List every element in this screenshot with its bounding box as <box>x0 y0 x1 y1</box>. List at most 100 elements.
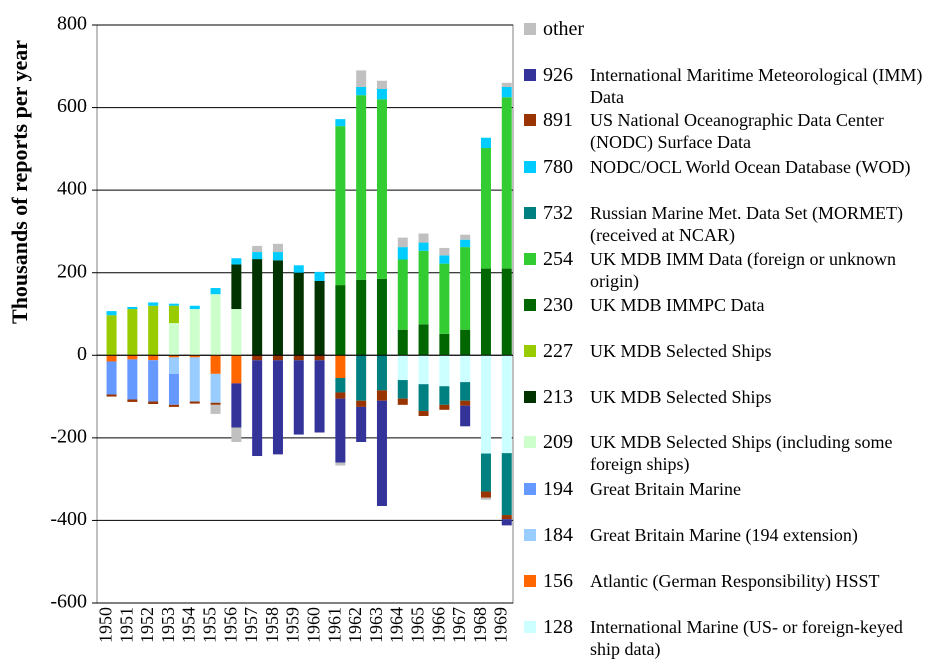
bar-segment <box>272 360 283 455</box>
bar-segment <box>272 355 283 361</box>
bar-segment <box>106 311 117 316</box>
bar-segment <box>127 355 138 360</box>
bar-segment <box>231 355 242 384</box>
x-tick-label: 1957 <box>241 607 261 643</box>
bar-segment <box>168 404 179 407</box>
bar-segment <box>168 305 179 324</box>
legend-code: 128 <box>543 616 573 638</box>
bar-segment <box>439 404 450 410</box>
bar-segment <box>397 380 408 399</box>
legend-label: Great Britain Marine (194 extension) <box>590 525 858 545</box>
x-tick-label: 1969 <box>491 607 511 643</box>
bar-segment <box>376 99 387 279</box>
bar-segment <box>314 271 325 281</box>
x-tick-label: 1968 <box>470 607 490 643</box>
legend-swatch <box>524 23 536 35</box>
bar-segment <box>168 323 179 356</box>
bar-segment <box>501 268 512 356</box>
bar-segment <box>439 386 450 405</box>
bar-segment <box>231 427 242 442</box>
bar-segment <box>397 355 408 381</box>
x-tick-label: 1956 <box>220 607 240 643</box>
bar-segment <box>418 242 429 251</box>
x-tick-label: 1951 <box>116 607 136 643</box>
legend-swatch <box>524 253 536 265</box>
y-tick-label: -200 <box>50 425 87 447</box>
x-tick-label: 1952 <box>137 607 157 643</box>
legend-swatch <box>524 621 536 633</box>
legend-code: 213 <box>543 386 573 408</box>
bar-segment <box>148 305 159 356</box>
bar-segment <box>376 400 387 506</box>
bar-segment <box>293 355 304 361</box>
legend-swatch <box>524 345 536 357</box>
bar-segment <box>335 126 346 286</box>
bar-segment <box>356 355 367 401</box>
bar-segment <box>501 355 512 454</box>
bar-segment <box>272 260 283 356</box>
bar-segment <box>168 303 179 306</box>
bar-segment <box>189 401 200 404</box>
legend-code: 780 <box>543 156 573 178</box>
legend-label: International Maritime Meteorological (I… <box>590 65 923 107</box>
y-axis-label: Thousands of reports per year <box>7 40 32 324</box>
legend-label: UK MDB Selected Ships <box>590 387 772 407</box>
bar-segment <box>480 137 491 149</box>
bar-segment <box>356 95 367 280</box>
bar-segment <box>231 264 242 310</box>
bar-segment <box>272 243 283 253</box>
legend-code: 891 <box>543 109 573 131</box>
bar-segment <box>480 491 491 498</box>
x-tick-label: 1958 <box>262 607 282 643</box>
x-tick-label: 1959 <box>283 607 303 643</box>
bar-segment <box>127 306 138 310</box>
bar-segment <box>252 355 263 361</box>
y-tick-label: -600 <box>50 591 87 613</box>
x-tick-label: 1967 <box>449 607 469 643</box>
legend-code: 156 <box>543 570 573 592</box>
bar-segment <box>501 97 512 269</box>
bar-segment <box>210 402 221 405</box>
bar-segment <box>106 361 117 395</box>
bar-segment <box>418 384 429 412</box>
bar-segment <box>460 239 471 248</box>
legend-swatch <box>524 436 536 448</box>
legend-code: 926 <box>543 64 573 86</box>
legend-code: 184 <box>543 524 573 546</box>
bar-segment <box>397 247 408 260</box>
bar-segment <box>252 252 263 260</box>
bar-segment <box>501 515 512 520</box>
bar-segment <box>210 373 221 403</box>
bar-segment <box>376 278 387 356</box>
x-tick-label: 1964 <box>387 607 407 643</box>
bar-segment <box>252 245 263 253</box>
bar-segment <box>501 453 512 516</box>
legend-code: 230 <box>543 294 573 316</box>
x-tick-label: 1961 <box>324 607 344 643</box>
bar-segment <box>210 404 221 414</box>
legend-label: Great Britain Marine <box>590 479 741 499</box>
legend-swatch <box>524 529 536 541</box>
bar-segment <box>272 252 283 261</box>
plot-area <box>96 24 514 604</box>
bar-segment <box>439 247 450 256</box>
bar-segment <box>293 272 304 356</box>
bar-segment <box>335 377 346 393</box>
legend-swatch <box>524 69 536 81</box>
bar-segment <box>335 398 346 463</box>
bar-segment <box>460 355 471 383</box>
bar-segment <box>314 355 325 361</box>
bar-segment <box>397 398 408 405</box>
bar-segment <box>376 88 387 100</box>
legend-code: 194 <box>543 478 573 500</box>
legend-code: 209 <box>543 431 573 453</box>
x-tick-label: 1963 <box>366 607 386 643</box>
legend-swatch <box>524 575 536 587</box>
legend-code: 227 <box>543 340 573 362</box>
bar-segment <box>335 392 346 399</box>
legend-swatch <box>524 161 536 173</box>
bar-segment <box>335 462 346 466</box>
bar-segment <box>106 315 117 356</box>
